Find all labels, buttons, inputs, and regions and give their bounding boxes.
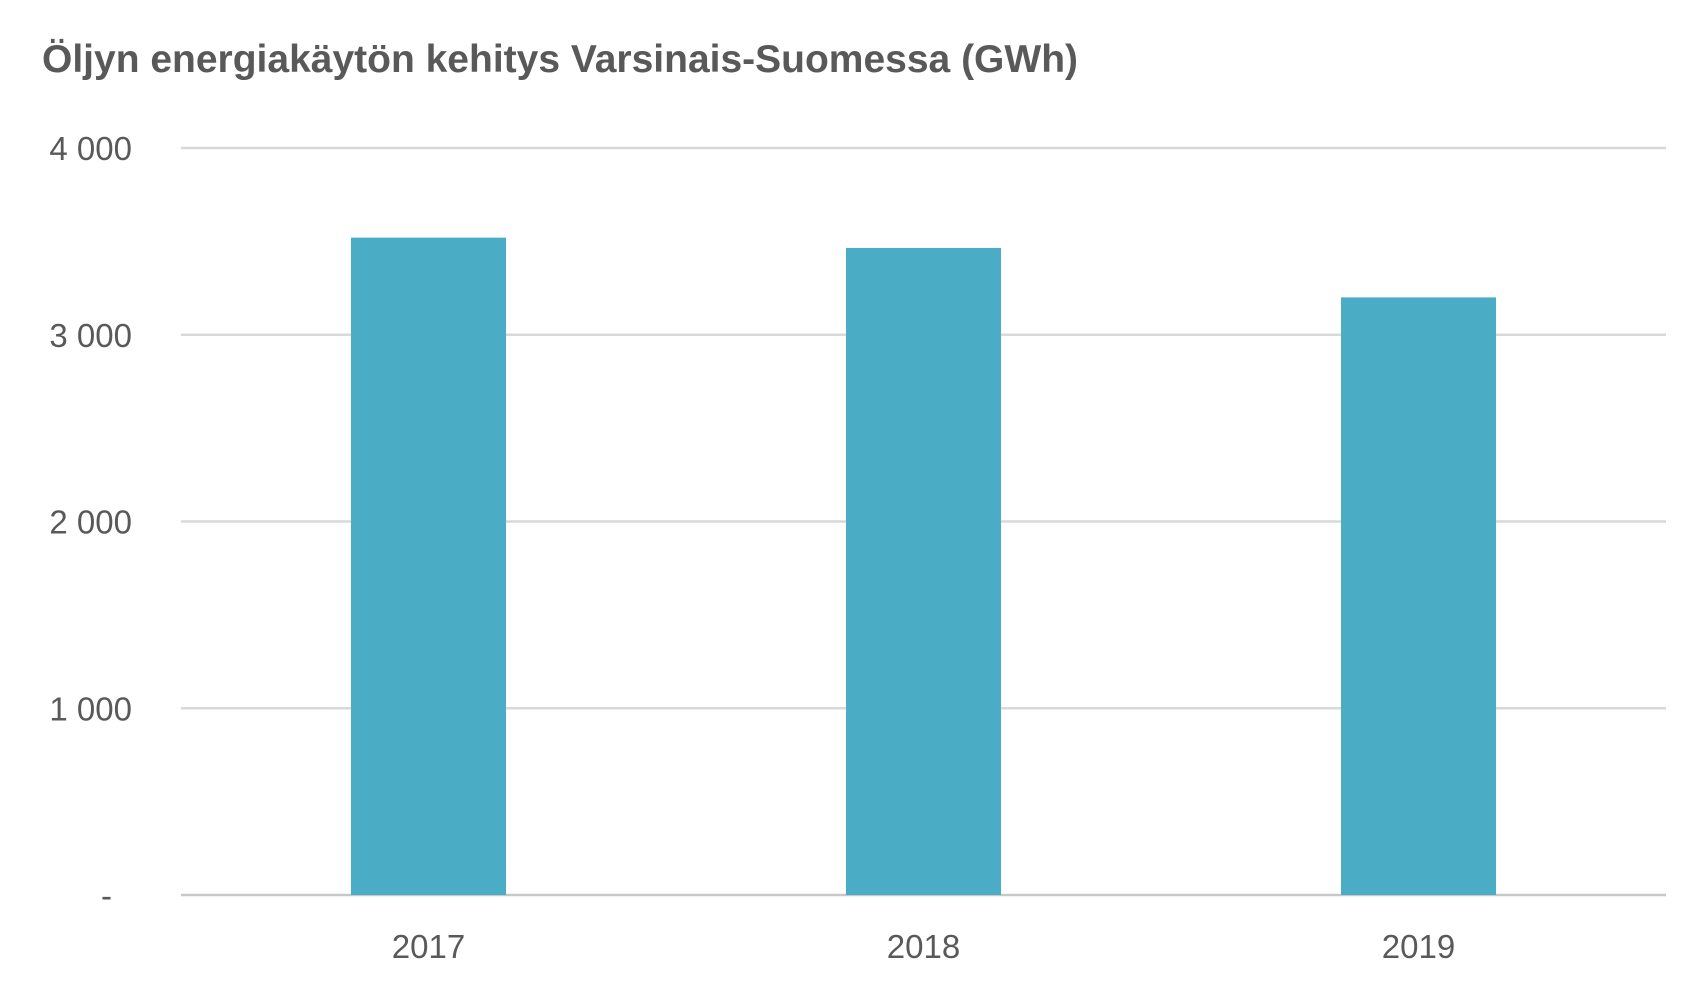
y-tick-label: - [101, 877, 112, 914]
bar-2018 [846, 247, 1001, 895]
y-tick-label: 3 000 [49, 317, 132, 354]
y-tick-label: 1 000 [49, 690, 132, 727]
x-tick-label: 2019 [1382, 928, 1455, 965]
bars [351, 237, 1496, 895]
y-tick-label: 2 000 [49, 504, 132, 541]
x-axis-ticks: 2017 2018 2019 [392, 928, 1455, 965]
y-axis-ticks: - 1 000 2 000 3 000 4 000 [49, 130, 132, 914]
chart-title: Öljyn energiakäytön kehitys Varsinais-Su… [42, 38, 1079, 81]
bar-2017 [351, 237, 506, 895]
bar-2019 [1341, 297, 1496, 895]
x-tick-label: 2018 [887, 928, 960, 965]
y-tick-label: 4 000 [49, 130, 132, 167]
x-tick-label: 2017 [392, 928, 465, 965]
